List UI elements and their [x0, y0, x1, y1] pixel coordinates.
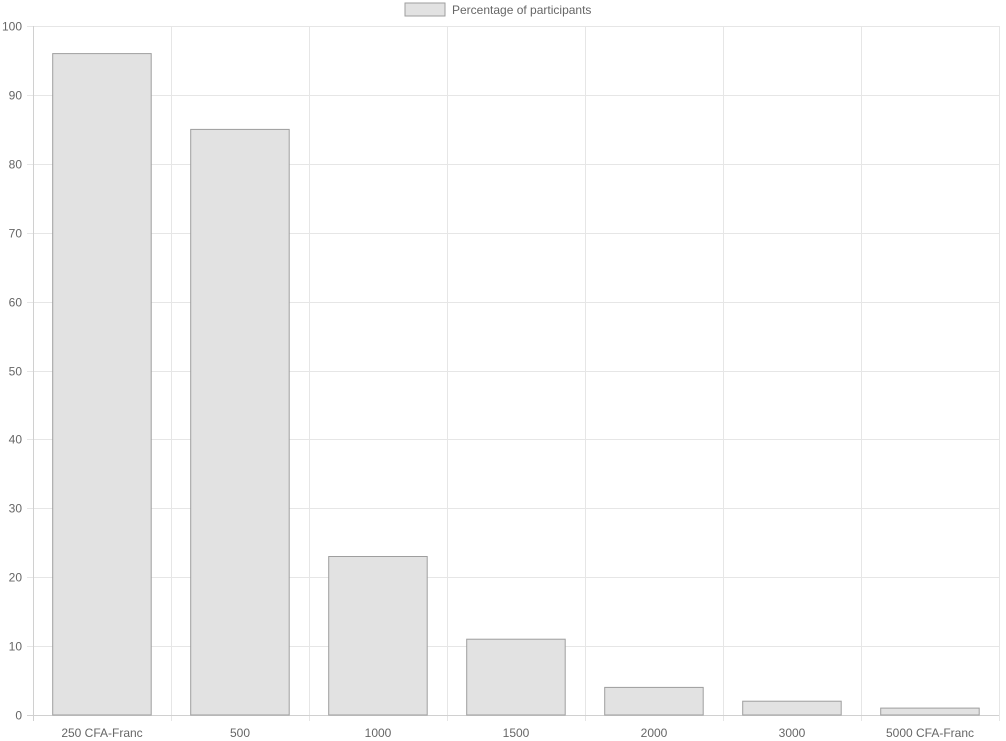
- bar[interactable]: [466, 638, 566, 716]
- bar[interactable]: [742, 700, 842, 716]
- grid: [27, 26, 1000, 721]
- y-tick-label: 40: [9, 433, 23, 447]
- y-tick-label: 10: [9, 640, 23, 654]
- y-axis: 0 10 20 30 40 50 60 70 80 90 100: [2, 20, 22, 723]
- x-tick-label: 1000: [365, 726, 392, 740]
- y-tick-label: 70: [9, 227, 23, 241]
- y-tick-label: 100: [2, 20, 22, 34]
- y-tick-label: 20: [9, 571, 23, 585]
- bar-series: [52, 53, 980, 716]
- y-tick-label: 50: [9, 365, 23, 379]
- x-tick-label: 500: [230, 726, 250, 740]
- y-tick-label: 0: [15, 709, 22, 723]
- legend-swatch: [404, 2, 446, 17]
- bar[interactable]: [190, 128, 290, 716]
- bar[interactable]: [52, 53, 152, 716]
- y-tick-label: 90: [9, 89, 23, 103]
- legend[interactable]: Percentage of participants: [404, 2, 591, 17]
- x-tick-label: 5000 CFA-Franc: [886, 726, 974, 740]
- y-tick-label: 60: [9, 296, 23, 310]
- x-tick-label: 1500: [503, 726, 530, 740]
- bar[interactable]: [604, 686, 704, 716]
- x-tick-label: 3000: [779, 726, 806, 740]
- legend-label: Percentage of participants: [452, 3, 591, 17]
- bar[interactable]: [328, 556, 428, 716]
- y-tick-label: 80: [9, 158, 23, 172]
- x-tick-label: 250 CFA-Franc: [61, 726, 142, 740]
- bar[interactable]: [880, 707, 980, 716]
- x-tick-label: 2000: [641, 726, 668, 740]
- x-axis: 250 CFA-Franc 500 1000 1500 2000 3000 5000 CFA…: [61, 726, 974, 740]
- y-tick-label: 30: [9, 502, 23, 516]
